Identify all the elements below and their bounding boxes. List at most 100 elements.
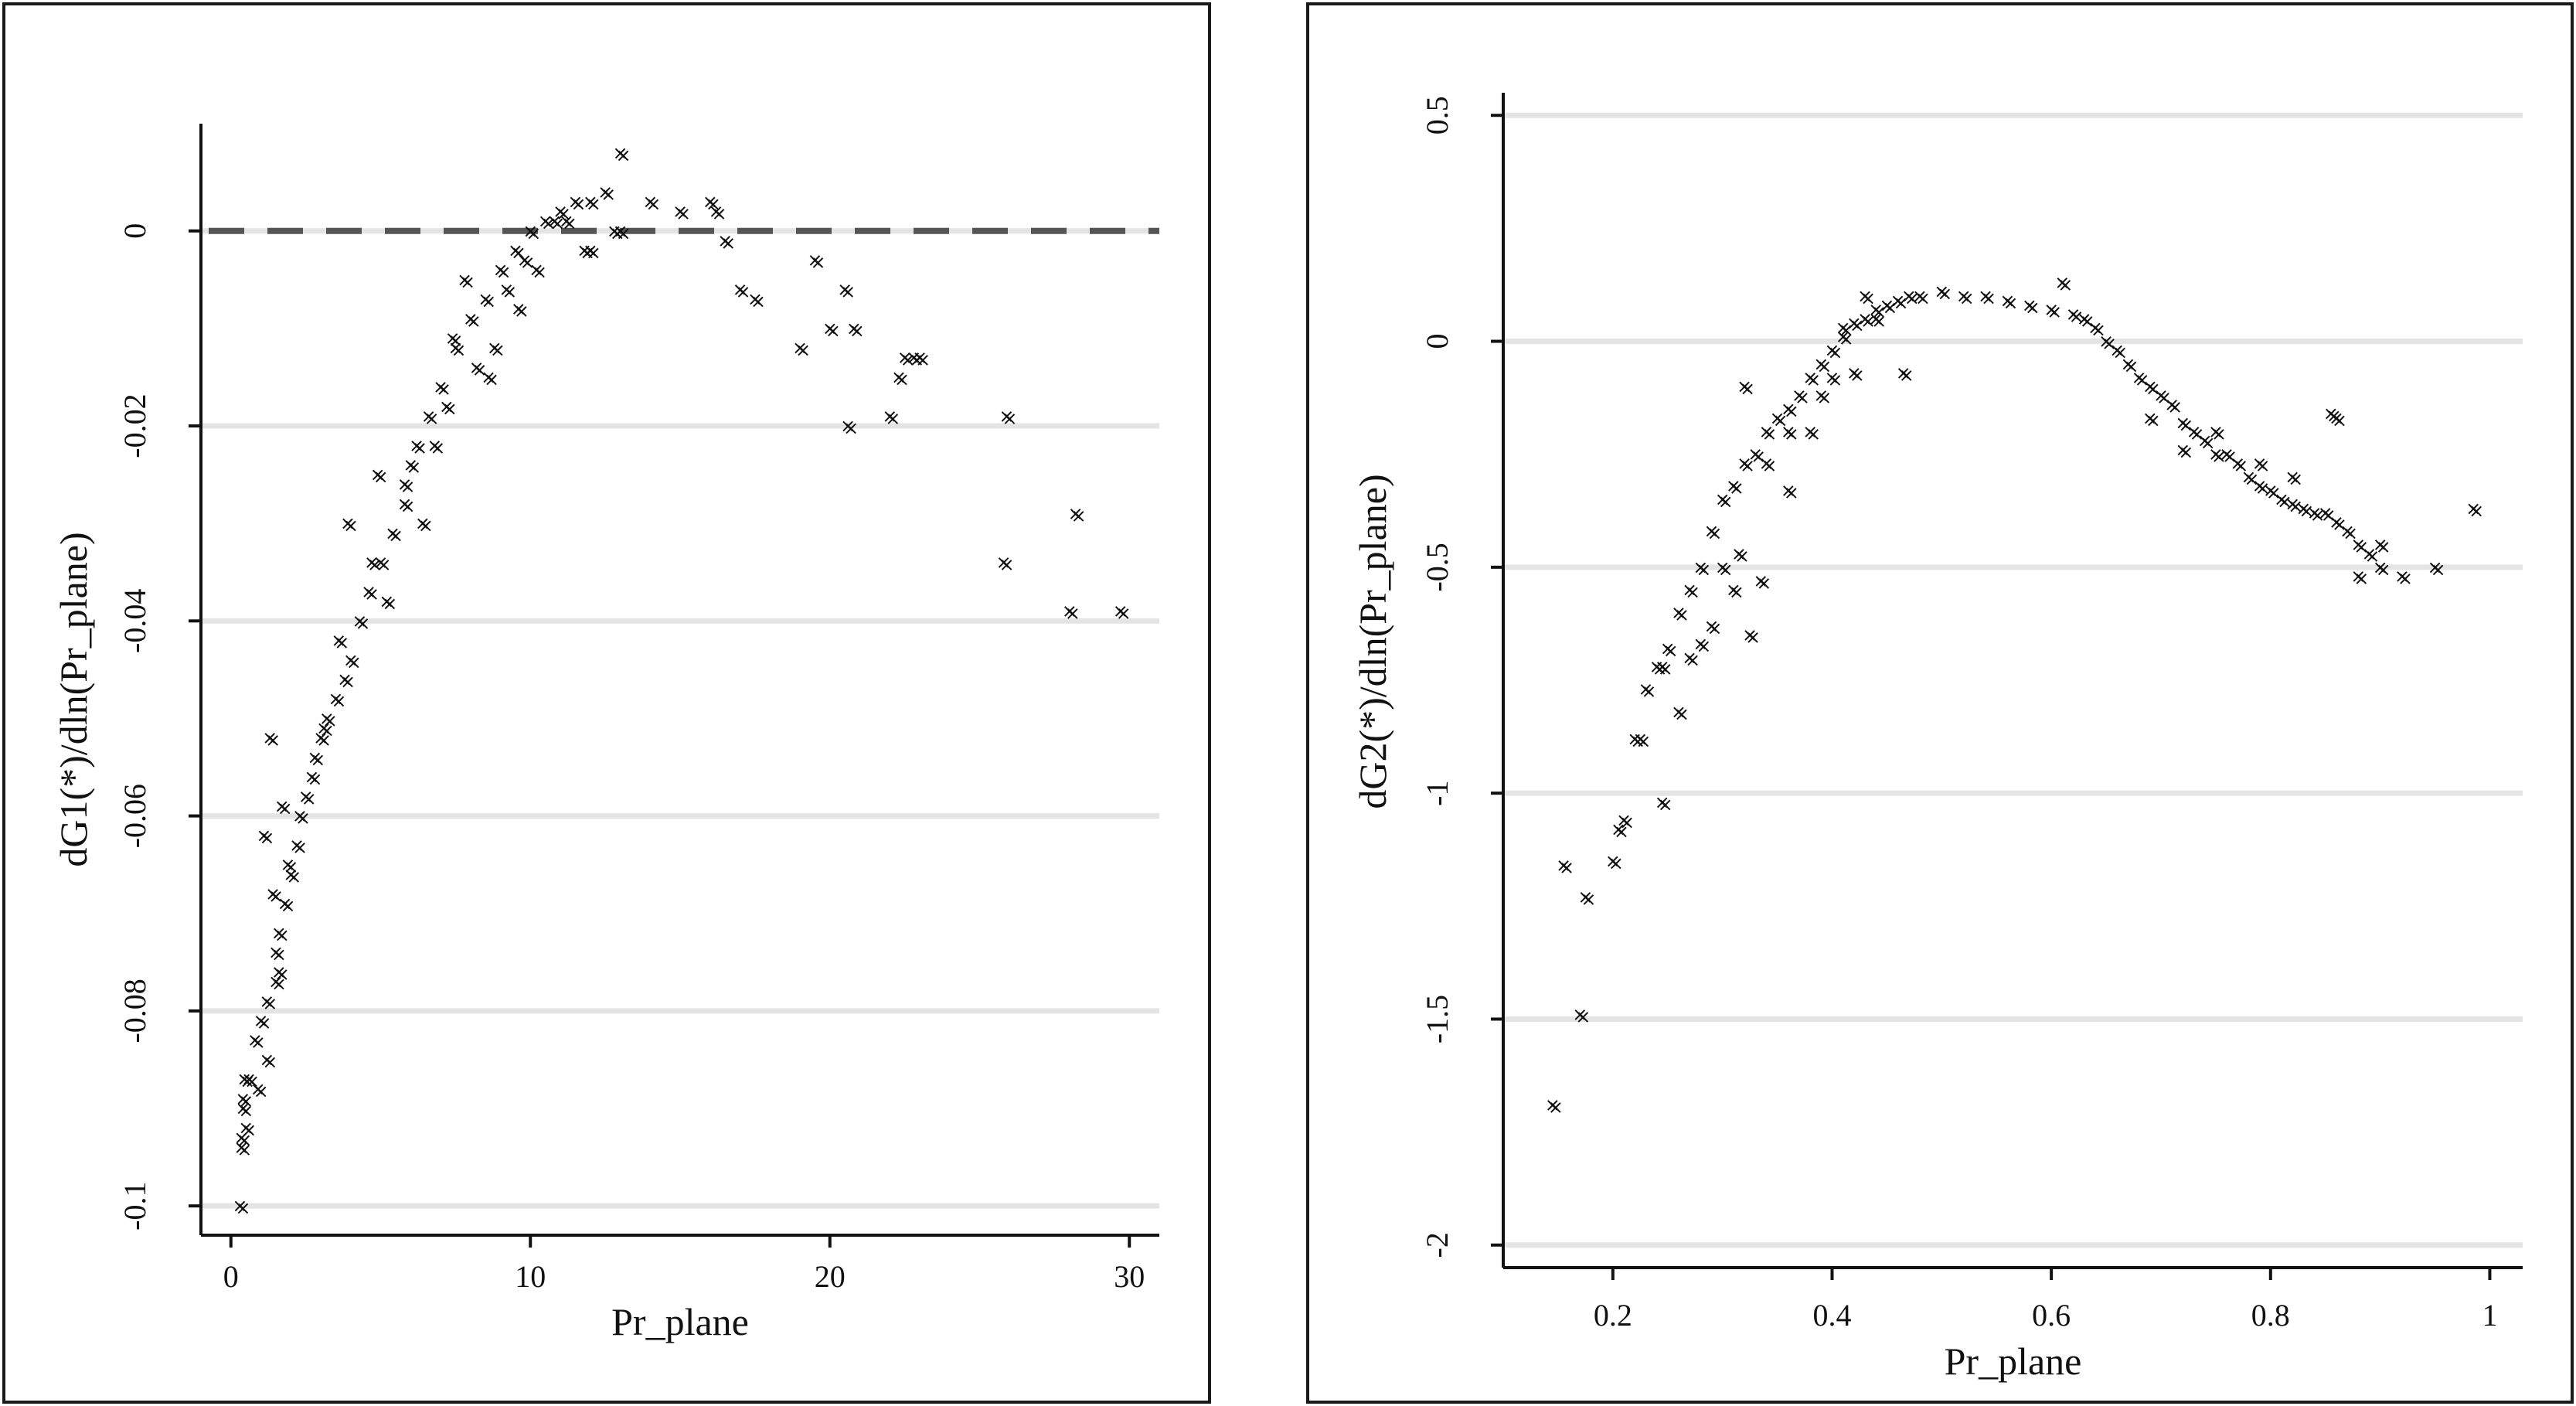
chart2-data-point: × <box>2332 513 2347 535</box>
chart2-data-point: × <box>2376 536 2391 558</box>
chart2-data-point: × <box>1608 853 1624 874</box>
chart2-data-point: × <box>1671 601 1686 623</box>
chart1-y-tick-label: -0.04 <box>117 589 152 653</box>
chart1-data-point: × <box>451 339 466 361</box>
chart1-x-tick-label: 20 <box>815 1259 846 1294</box>
chart2-data-point: × <box>2080 310 2095 332</box>
chart2-data-point: × <box>2252 475 2268 497</box>
chart1-data-point: × <box>615 223 631 244</box>
chart2-data-point: × <box>1756 572 1771 594</box>
chart2-data-point: × <box>2167 396 2183 417</box>
chart1-data-point: × <box>379 591 394 612</box>
chart2-data-point: × <box>1805 369 1821 390</box>
chart1-data-point: × <box>233 1127 249 1149</box>
chart1-data-point: × <box>840 281 856 302</box>
chart2-data-point: × <box>1824 339 1839 361</box>
chart1-data-point: × <box>364 552 379 574</box>
chart1-data-point: × <box>849 320 865 342</box>
chart1-data-point: × <box>331 690 346 712</box>
chart1-data-point: × <box>607 220 622 242</box>
chart2-data-point: × <box>1857 285 1873 307</box>
chart1-data-point: × <box>580 242 595 264</box>
chart2-data-point: × <box>1734 545 1750 567</box>
chart1-data-point: × <box>283 863 298 885</box>
chart2-data-point: × <box>1781 398 1796 420</box>
chart1-data-point: × <box>259 827 274 849</box>
chart1-y-tick-label: -0.06 <box>117 784 152 848</box>
chart1-data-point: × <box>570 193 586 215</box>
chart1-data-point: × <box>559 210 574 232</box>
chart1-data-point: × <box>807 250 822 271</box>
chart1-data-point: × <box>837 278 852 300</box>
chart1-data-point: × <box>262 992 277 1014</box>
chart1-data-point: × <box>597 181 613 203</box>
chart1-data-point: × <box>373 466 389 488</box>
chart2-data-point: × <box>1868 308 1884 329</box>
chart1-data-point: × <box>891 366 907 388</box>
chart1-data-point: × <box>412 437 427 458</box>
chart2-data-point: × <box>2233 454 2248 476</box>
chart2-data-point: × <box>2318 502 2333 524</box>
chart1-x-axis-title: Pr_plane <box>611 1300 749 1343</box>
chart2-data-point: × <box>2146 378 2161 400</box>
chart1-data-point: × <box>516 250 532 271</box>
right-chart-panel <box>1306 2 2574 1404</box>
chart1-data-point: × <box>502 281 517 302</box>
chart2-data-point: × <box>1882 297 1897 318</box>
chart2-data-point: × <box>2343 523 2358 544</box>
chart1-data-point: × <box>396 474 412 495</box>
chart1-data-point: × <box>388 525 403 546</box>
chart1-data-point: × <box>340 512 356 534</box>
chart1-data-point: × <box>238 1117 254 1139</box>
chart2-data-point: × <box>2208 444 2224 465</box>
chart2-data-point: × <box>2043 299 2059 321</box>
chart2-data-point: × <box>1981 288 1996 309</box>
chart1-data-point: × <box>316 730 332 751</box>
chart1-y-tick-label: 0 <box>117 223 152 239</box>
chart2-data-point: × <box>2098 331 2114 352</box>
chart1-data-point: × <box>492 259 508 281</box>
chart1-data-point: × <box>396 493 412 515</box>
chart1-data-point: × <box>292 836 308 858</box>
chart2-data-point: × <box>2285 493 2300 515</box>
chart2-data-point: × <box>2285 466 2300 488</box>
chart2-data-point: × <box>1761 423 1777 444</box>
chart2-y-tick-label: 0 <box>1420 334 1455 349</box>
chart1-data-point: × <box>295 808 311 829</box>
chart1-data-point: × <box>481 366 496 388</box>
chart2-data-point: × <box>2109 339 2125 361</box>
chart1-data-point: × <box>1070 506 1086 527</box>
chart1-data-point: × <box>519 252 535 274</box>
chart2-data-point: × <box>2288 468 2303 490</box>
chart2-data-point: × <box>1696 559 1711 580</box>
chart2-data-point: × <box>1816 387 1832 409</box>
chart1-data-point: × <box>247 1030 263 1051</box>
chart1-data-point: × <box>277 893 292 914</box>
chart2-data-point: × <box>2022 294 2037 316</box>
chart1-data-point: × <box>577 240 592 261</box>
chart1-data-point: × <box>529 259 544 281</box>
chart1-data-point: × <box>340 671 356 693</box>
chart1-data-point: × <box>427 434 442 456</box>
chart2-data-point: × <box>2054 272 2070 294</box>
chart2-data-point: × <box>1627 728 1642 750</box>
chart1-data-point: × <box>268 886 284 907</box>
chart2-data-point: × <box>2295 498 2311 519</box>
chart1-data-point: × <box>280 895 295 917</box>
chart2-data-point: × <box>2353 568 2369 590</box>
chart2-data-point: × <box>1729 581 1744 603</box>
chart2-data-point: × <box>2065 303 2081 325</box>
chart1-data-point: × <box>436 379 451 400</box>
chart1-data-point: × <box>233 1136 249 1158</box>
chart1-data-point: × <box>912 347 927 369</box>
chart1-data-point: × <box>567 191 583 213</box>
chart2-data-point: × <box>2263 479 2278 501</box>
chart1-data-point: × <box>256 1012 271 1033</box>
chart1-data-point: × <box>999 554 1014 576</box>
chart2-data-point: × <box>2003 292 2018 314</box>
chart2-data-point: × <box>2132 366 2147 388</box>
chart2-data-point: × <box>2373 557 2388 578</box>
chart2-data-point: × <box>2135 369 2150 390</box>
chart2-data-point: × <box>2252 452 2268 474</box>
chart1-data-point: × <box>615 145 631 166</box>
